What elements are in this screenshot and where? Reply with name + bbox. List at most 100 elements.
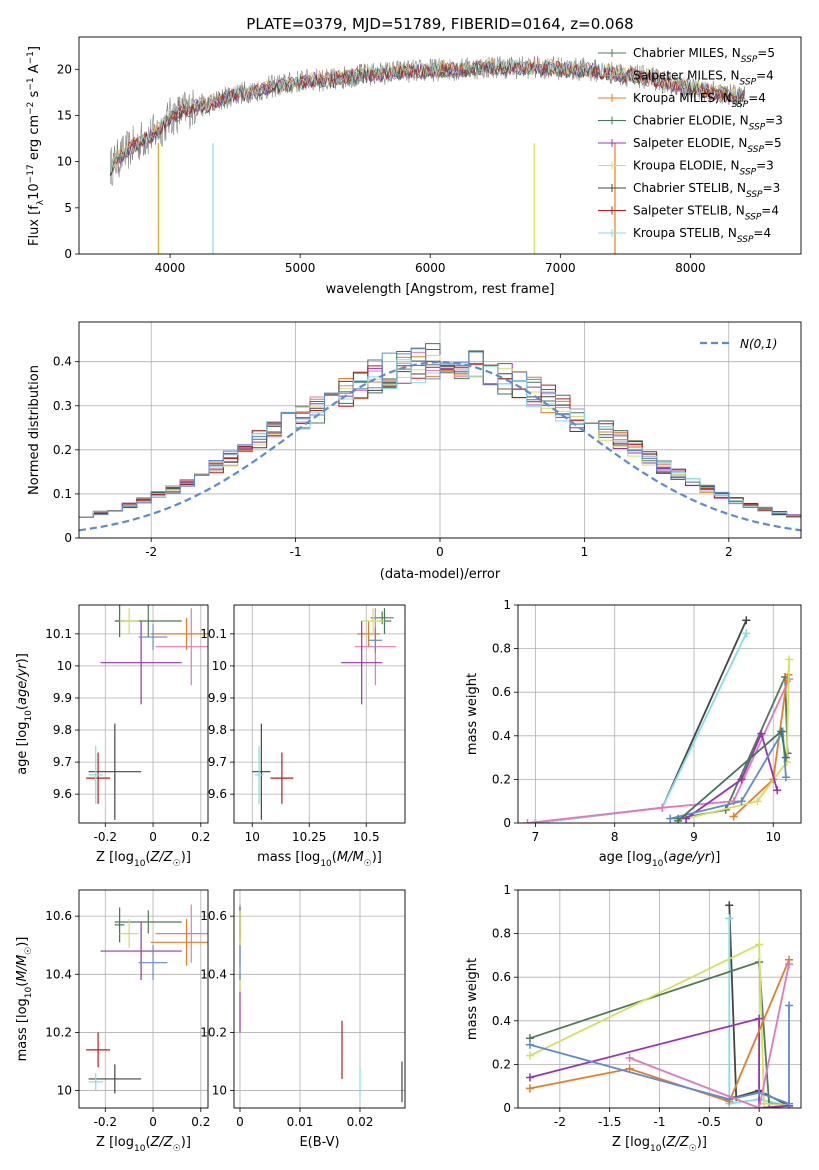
weight-marker bbox=[777, 727, 786, 736]
x-tick-label: 0.2 bbox=[191, 830, 210, 844]
y-tick-label: 0 bbox=[503, 816, 511, 830]
y-tick-label: 0.6 bbox=[492, 970, 511, 984]
x-axis-label: (data-model)/error bbox=[380, 567, 501, 582]
chart-2: -0.2 0 0.2 9.6 9.7 9.8 9.9 10 10.1 bbox=[45, 604, 210, 844]
weight-marker bbox=[742, 629, 751, 638]
weight-marker bbox=[737, 775, 746, 784]
y-tick-label: 10 bbox=[57, 155, 72, 169]
legend: Chabrier MILES, NSSP=5 Salpeter MILES, NS… bbox=[598, 46, 783, 245]
normal-curve bbox=[79, 360, 801, 532]
x-tick-label: -2 bbox=[145, 545, 157, 559]
chart-1: -2 -1 0 1 2 0 0.1 0.2 0.3 0.4 N(0,1) bbox=[53, 321, 802, 559]
legend-entry: Kroupa STELIB, NSSP=4 bbox=[633, 226, 771, 245]
y-tick-label: 9.7 bbox=[208, 755, 227, 769]
y-tick-label: 9.6 bbox=[208, 787, 227, 801]
weight-line-0 bbox=[535, 619, 748, 823]
y-tick-label: 10.1 bbox=[200, 627, 227, 641]
chart-4: 7 8 9 10 0 0.2 0.4 0.6 0.8 1 bbox=[492, 598, 802, 844]
plot-area bbox=[252, 608, 396, 820]
axes-frame bbox=[78, 889, 209, 1109]
x-tick-label: -0.2 bbox=[94, 1115, 117, 1129]
weight-line-1 bbox=[535, 632, 748, 823]
weight-line-3 bbox=[732, 674, 790, 818]
axes-frame bbox=[78, 36, 802, 255]
legend-entry: Kroupa ELODIE, NSSP=3 bbox=[633, 159, 774, 178]
plot-area bbox=[525, 901, 794, 1108]
axes-frame bbox=[233, 604, 406, 824]
y-tick-label: 0 bbox=[503, 1101, 511, 1115]
legend-entry: Chabrier ELODIE, NSSP=3 bbox=[633, 114, 783, 133]
y-tick-label: 0 bbox=[64, 247, 72, 261]
point-6 bbox=[252, 723, 271, 820]
chart-7: -2 -1.5 -1 -0.5 0 0 0.2 0.4 0.6 0.8 1 bbox=[492, 883, 802, 1129]
plot-area bbox=[86, 904, 208, 1094]
x-tick-label: 10.25 bbox=[292, 830, 326, 844]
weight-line-7 bbox=[629, 963, 790, 1108]
plot-area bbox=[86, 605, 208, 820]
x-tick-label: -1.5 bbox=[598, 1115, 621, 1129]
x-tick-label: 0 bbox=[149, 1115, 157, 1129]
y-tick-label: 0.6 bbox=[492, 685, 511, 699]
y-tick-label: 0 bbox=[64, 531, 72, 545]
chart-3: 10 10.25 10.5 9.6 9.7 9.8 9.9 10 10.1 bbox=[200, 604, 406, 844]
plot-area bbox=[79, 343, 801, 532]
plot-area bbox=[523, 616, 794, 823]
weight-marker bbox=[525, 1040, 534, 1049]
weight-line-5 bbox=[685, 659, 790, 820]
y-tick-label: 10.1 bbox=[45, 627, 72, 641]
plot-area bbox=[239, 904, 403, 1103]
legend-entry: Salpeter ELODIE, NSSP=5 bbox=[633, 136, 782, 155]
x-tick-label: 10.5 bbox=[353, 830, 380, 844]
y-tick-label: 1 bbox=[503, 598, 511, 612]
x-tick-label: 8000 bbox=[675, 261, 706, 275]
point-0 bbox=[370, 611, 394, 625]
weight-marker bbox=[785, 1001, 794, 1010]
y-axis-label: mass weight bbox=[465, 673, 480, 755]
weight-line-2 bbox=[677, 676, 789, 820]
y-tick-label: 9.8 bbox=[53, 723, 72, 737]
x-tick-label: 4000 bbox=[155, 261, 186, 275]
y-tick-label: 1 bbox=[503, 883, 511, 897]
y-tick-label: 15 bbox=[57, 108, 72, 122]
y-axis-label: Flux [fλ10−17 erg cm−2 s−1 A−1] bbox=[26, 46, 46, 246]
x-tick-label: 0 bbox=[149, 830, 157, 844]
weight-marker bbox=[525, 1073, 534, 1082]
weight-marker bbox=[760, 1099, 769, 1108]
weight-line-7 bbox=[669, 728, 787, 820]
y-tick-label: 10 bbox=[212, 659, 227, 673]
axes-frame bbox=[78, 604, 209, 824]
x-tick-label: 7000 bbox=[545, 261, 576, 275]
x-tick-label: 0 bbox=[755, 1115, 763, 1129]
x-tick-label: 2 bbox=[725, 545, 733, 559]
weight-marker bbox=[737, 797, 746, 806]
x-tick-label: -0.5 bbox=[698, 1115, 721, 1129]
y-tick-label: 0.2 bbox=[53, 443, 72, 457]
legend-entry: Chabrier STELIB, NSSP=3 bbox=[633, 181, 780, 200]
y-tick-label: 9.7 bbox=[53, 755, 72, 769]
chart-0: 4000 5000 6000 7000 8000 0 5 10 15 20 Chabrier MIL… bbox=[57, 36, 802, 275]
x-axis-label: mass [log10(M/M☉)] bbox=[257, 850, 382, 869]
y-tick-label: 0.8 bbox=[492, 642, 511, 656]
point-8 bbox=[88, 746, 103, 804]
y-axis-label: mass weight bbox=[465, 958, 480, 1040]
chart-5: -0.2 0 0.2 10 10.2 10.4 10.6 bbox=[45, 889, 210, 1129]
x-axis-label: wavelength [Angstrom, rest frame] bbox=[326, 282, 555, 297]
y-tick-label: 0.1 bbox=[53, 487, 72, 501]
weight-marker bbox=[785, 1099, 794, 1108]
point-5 bbox=[361, 608, 385, 634]
y-tick-label: 10 bbox=[212, 1084, 227, 1098]
point-8 bbox=[88, 1073, 103, 1091]
legend-entry: Kroupa MILES, NSSP=4 bbox=[633, 91, 766, 110]
legend-entry: Chabrier MILES, NSSP=5 bbox=[633, 46, 775, 65]
y-tick-label: 0.3 bbox=[53, 399, 72, 413]
x-tick-label: 0.01 bbox=[287, 1115, 314, 1129]
model-8 bbox=[109, 58, 745, 174]
point-3 bbox=[114, 907, 125, 943]
weight-marker bbox=[674, 816, 683, 823]
point-6 bbox=[88, 1064, 142, 1094]
weight-marker bbox=[785, 655, 794, 664]
weight-marker bbox=[725, 901, 734, 910]
point-4 bbox=[100, 921, 182, 981]
x-tick-label: -2 bbox=[554, 1115, 566, 1129]
point-4 bbox=[341, 621, 383, 705]
